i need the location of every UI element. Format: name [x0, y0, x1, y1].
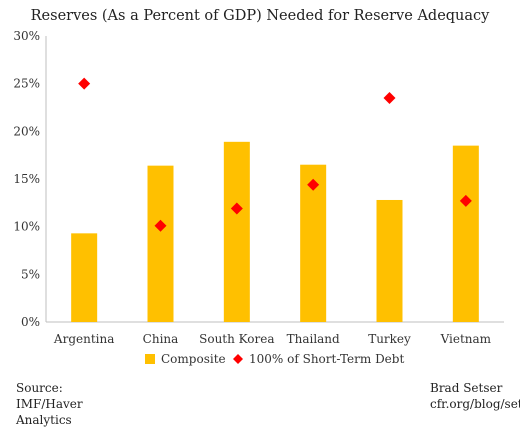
marker-short-term-debt — [383, 91, 396, 104]
author-url: cfr.org/blog/setser — [430, 397, 520, 411]
author-name: Brad Setser — [430, 381, 503, 395]
y-tick-label: 0% — [21, 315, 40, 329]
marker-short-term-debt — [230, 202, 243, 215]
bar-composite — [376, 199, 403, 322]
legend: Composite 100% of Short-Term Debt — [145, 352, 404, 366]
x-tick-label: Argentina — [53, 332, 114, 346]
y-tick-label: 20% — [13, 124, 40, 138]
y-tick-label: 15% — [13, 172, 40, 186]
author-block: Brad Setser cfr.org/blog/setser — [430, 380, 520, 412]
marker-short-term-debt — [154, 219, 167, 232]
bars — [71, 141, 479, 322]
chart-title: Reserves (As a Percent of GDP) Needed fo… — [31, 8, 491, 24]
marker-short-term-debt — [459, 194, 472, 207]
x-tick-label: Turkey — [368, 332, 411, 346]
legend-label-composite: Composite — [161, 352, 226, 366]
bar-composite — [300, 164, 327, 322]
chart: Reserves (As a Percent of GDP) Needed fo… — [13, 8, 504, 366]
x-tick-label: South Korea — [199, 332, 274, 346]
x-axis-labels: Argentina China South Korea Thailand Turkey V… — [53, 332, 492, 346]
legend-swatch-composite — [145, 354, 155, 364]
y-tick-label: 5% — [21, 267, 40, 281]
legend-label-short-term-debt: 100% of Short-Term Debt — [249, 352, 404, 366]
y-tick-label: 30% — [13, 29, 40, 43]
bar-composite — [223, 141, 250, 322]
y-tick-label: 25% — [13, 77, 40, 91]
marker-short-term-debt — [78, 77, 91, 90]
bar-composite — [147, 165, 174, 322]
marker-short-term-debt — [307, 178, 320, 191]
markers — [78, 77, 472, 232]
source-note: Source: IMF/Haver Analytics — [16, 381, 83, 427]
y-axis: 0% 5% 10% 15% 20% 25% 30% — [13, 29, 40, 329]
x-tick-label: Thailand — [287, 332, 340, 346]
bar-composite — [452, 145, 479, 322]
y-tick-label: 10% — [13, 220, 40, 234]
bar-composite — [71, 233, 98, 322]
legend-swatch-short-term-debt — [233, 354, 243, 364]
x-tick-label: China — [143, 332, 179, 346]
x-tick-label: Vietnam — [440, 332, 492, 346]
